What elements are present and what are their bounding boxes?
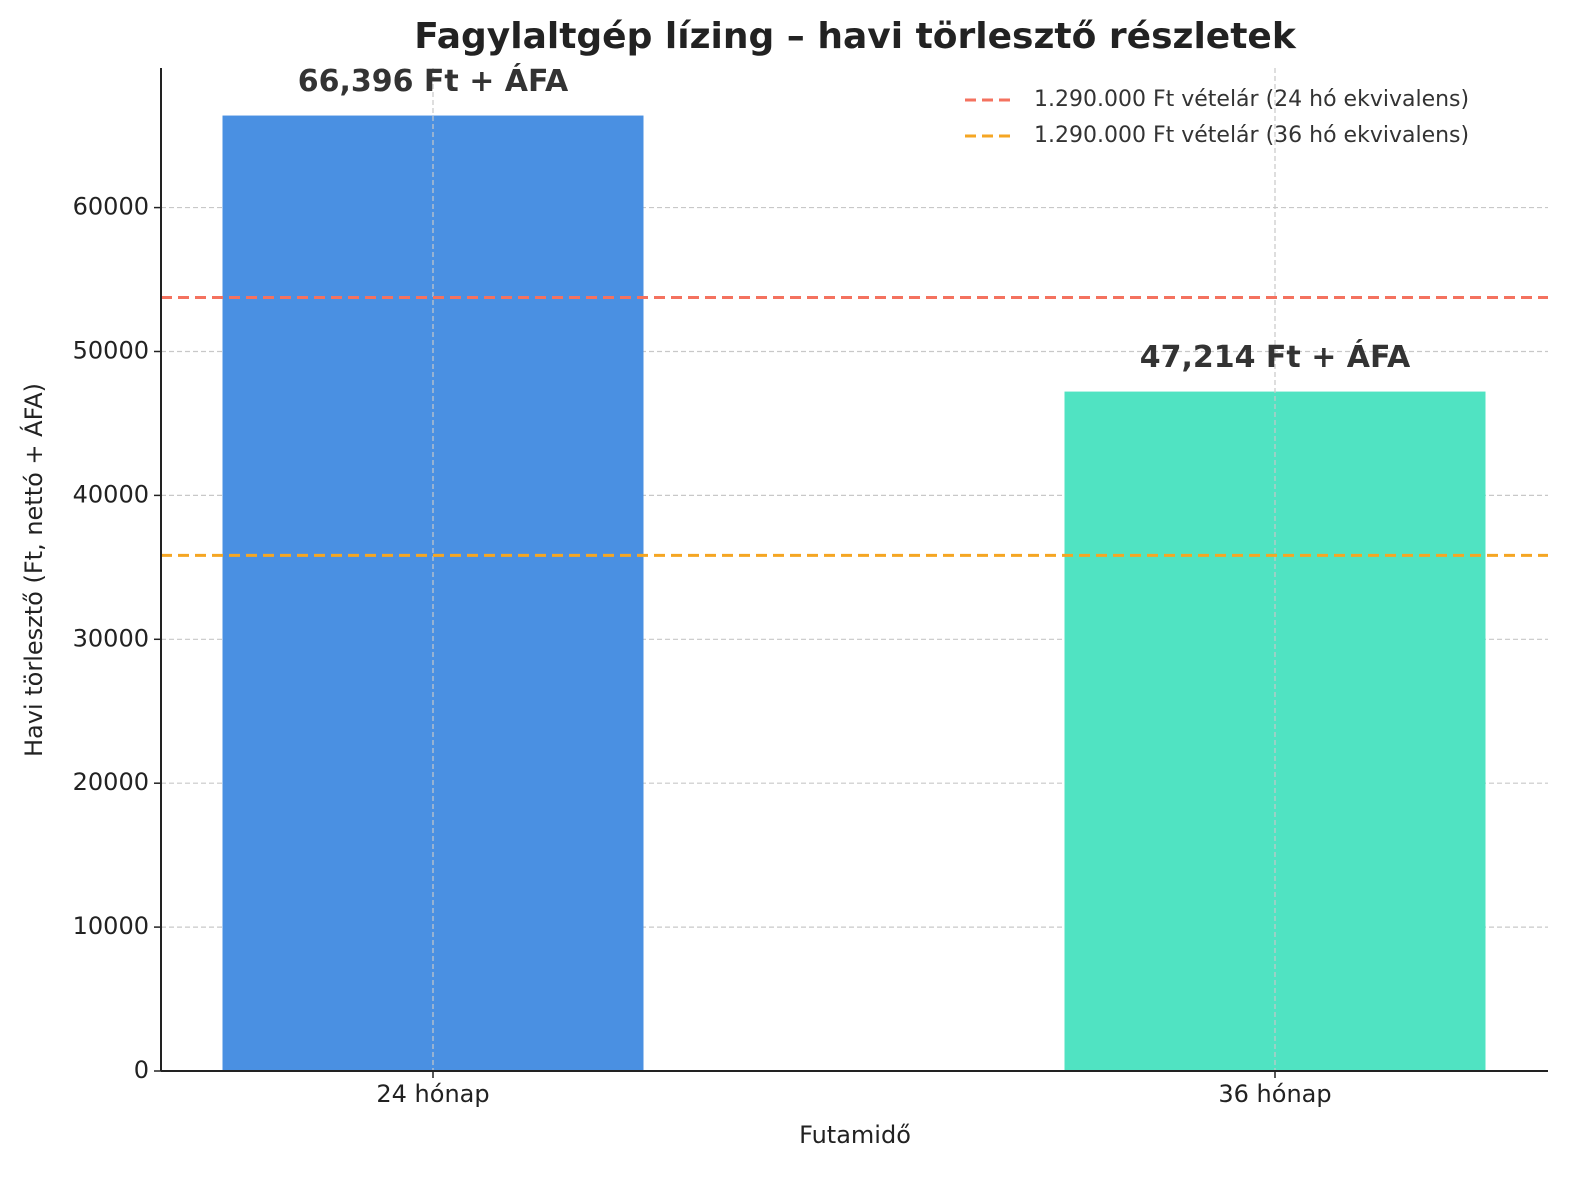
y-tick-label: 30000 [73,624,149,652]
x-tick-label: 24 hónap [376,1080,489,1108]
y-tick-label: 10000 [73,912,149,940]
legend-label: 1.290.000 Ft vételár (24 hó ekvivalens) [1034,87,1469,112]
y-tick-label: 60000 [73,193,149,221]
chart-title: Fagylaltgép lízing – havi törlesztő rész… [414,16,1297,57]
y-tick-label: 20000 [73,768,149,796]
legend-label: 1.290.000 Ft vételár (36 hó ekvivalens) [1034,123,1469,148]
y-axis-label: Havi törlesztő (Ft, nettó + ÁFA) [19,383,48,757]
y-tick-label: 40000 [73,480,149,508]
value-label: 47,214 Ft + ÁFA [1140,339,1411,375]
y-tick-label: 0 [134,1056,149,1084]
x-axis-label: Futamidő [799,1121,911,1149]
value-label: 66,396 Ft + ÁFA [298,63,569,99]
y-tick-label: 50000 [73,336,149,364]
x-tick-label: 36 hónap [1218,1080,1331,1108]
